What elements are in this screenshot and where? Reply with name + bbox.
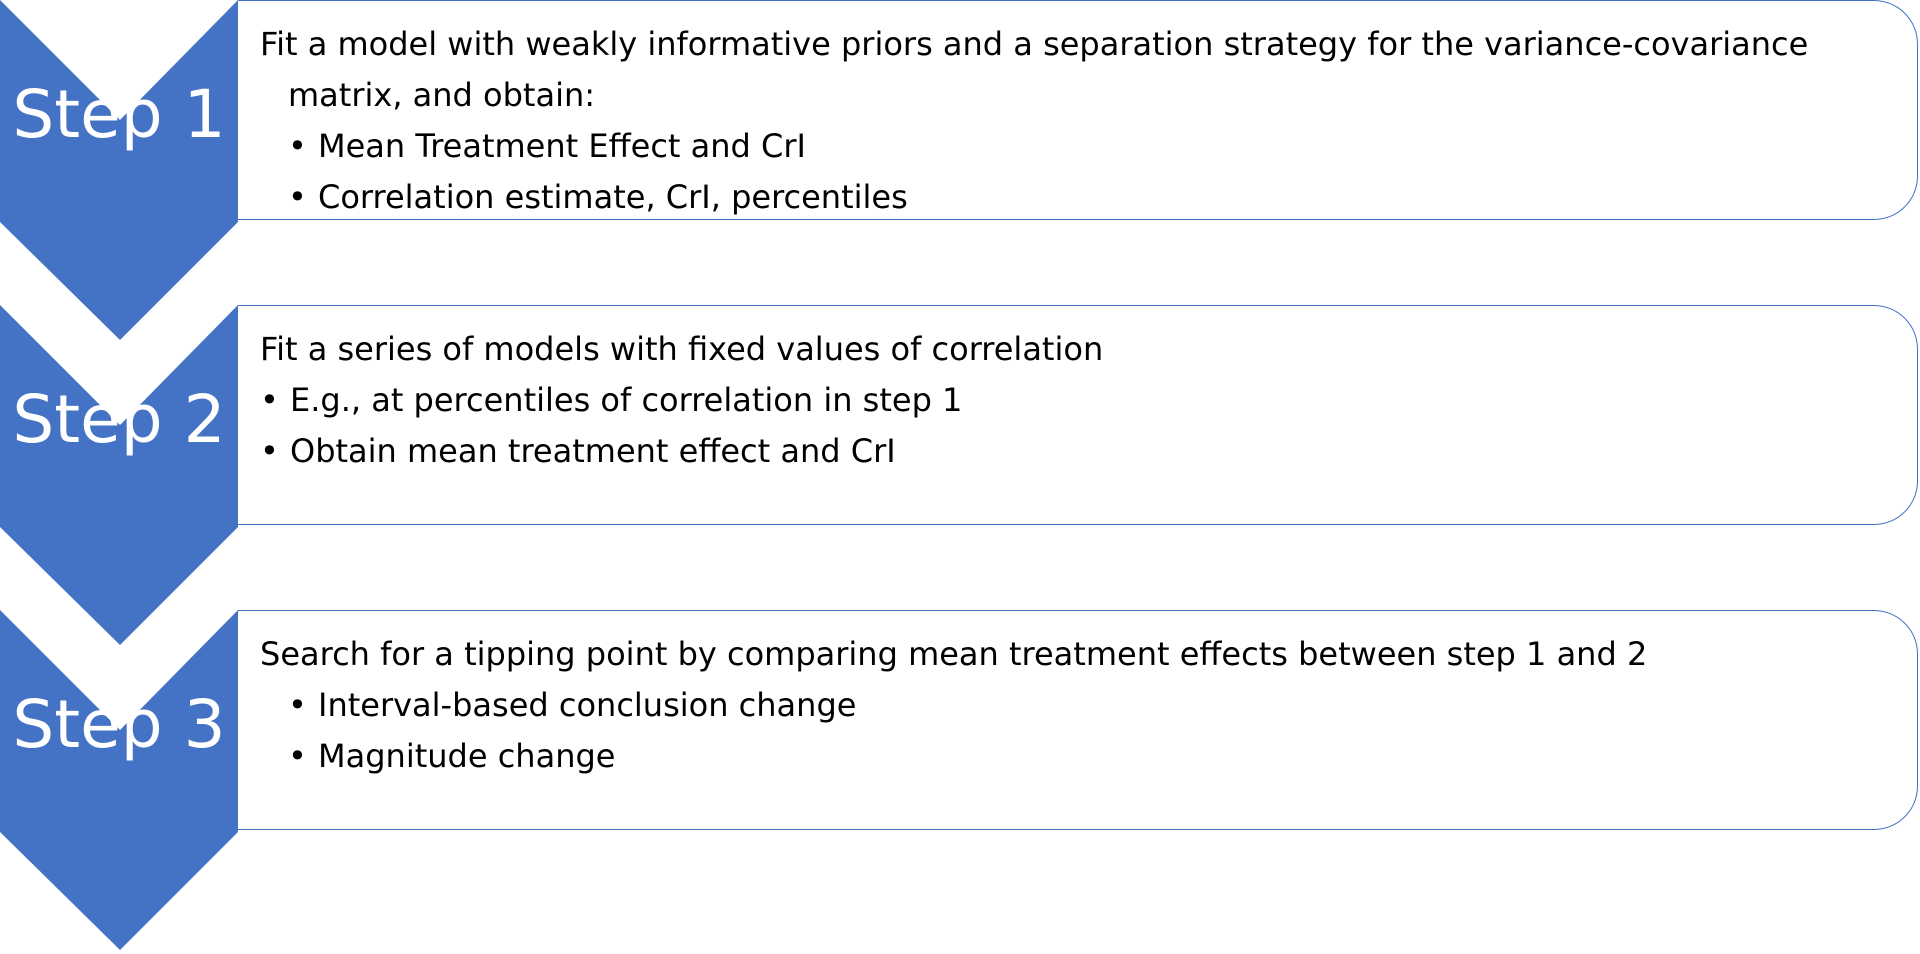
- step-2-bullet-2-text: Obtain mean treatment effect and CrI: [290, 432, 896, 470]
- bullet-dot-icon: •: [260, 381, 279, 419]
- step-1-bullet-1: • Mean Treatment Effect and CrI: [260, 121, 1877, 172]
- bullet-dot-icon: •: [288, 686, 307, 724]
- step-1-bullet-2-text: Correlation estimate, CrI, percentiles: [318, 178, 908, 216]
- step-2-bullet-1: • E.g., at percentiles of correlation in…: [260, 375, 1877, 426]
- step-3-bullet-list: • Interval-based conclusion change • Mag…: [260, 680, 1877, 782]
- step-3-bullet-1-text: Interval-based conclusion change: [318, 686, 857, 724]
- step-3-label: Step 3: [12, 686, 226, 763]
- step-2-content-box: Fit a series of models with fixed values…: [238, 305, 1918, 525]
- step-2-label: Step 2: [12, 381, 226, 458]
- step-1-heading: Fit a model with weakly informative prio…: [260, 25, 1809, 63]
- step-1-content-box: Fit a model with weakly informative prio…: [238, 0, 1918, 220]
- step-2-heading: Fit a series of models with fixed values…: [260, 330, 1104, 368]
- step-1-bullet-1-text: Mean Treatment Effect and CrI: [318, 127, 806, 165]
- step-1-heading-continuation: matrix, and obtain:: [288, 76, 596, 114]
- step-1: Step 1 Fit a model with weakly informati…: [0, 0, 1920, 344]
- step-3-bullet-2-text: Magnitude change: [318, 737, 616, 775]
- step-3-chevron: [0, 610, 238, 950]
- step-1-bullet-2: • Correlation estimate, CrI, percentiles: [260, 172, 1877, 223]
- step-2: Step 2 Fit a series of models with fixed…: [0, 305, 1920, 649]
- step-1-chevron: [0, 0, 238, 340]
- bullet-dot-icon: •: [288, 737, 307, 775]
- bullet-dot-icon: •: [288, 178, 307, 216]
- step-3-heading: Search for a tipping point by comparing …: [260, 635, 1648, 673]
- bullet-dot-icon: •: [260, 432, 279, 470]
- step-2-bullet-1-text: E.g., at percentiles of correlation in s…: [290, 381, 963, 419]
- step-1-label: Step 1: [12, 76, 226, 153]
- step-2-chevron: [0, 305, 238, 645]
- step-3-content-box: Search for a tipping point by comparing …: [238, 610, 1918, 830]
- step-2-bullet-2: • Obtain mean treatment effect and CrI: [260, 426, 1877, 477]
- step-2-bullet-list: • E.g., at percentiles of correlation in…: [260, 375, 1877, 477]
- step-3: Step 3 Search for a tipping point by com…: [0, 610, 1920, 954]
- bullet-dot-icon: •: [288, 127, 307, 165]
- step-3-bullet-2: • Magnitude change: [260, 731, 1877, 782]
- step-3-bullet-1: • Interval-based conclusion change: [260, 680, 1877, 731]
- step-1-bullet-list: • Mean Treatment Effect and CrI • Correl…: [260, 121, 1877, 223]
